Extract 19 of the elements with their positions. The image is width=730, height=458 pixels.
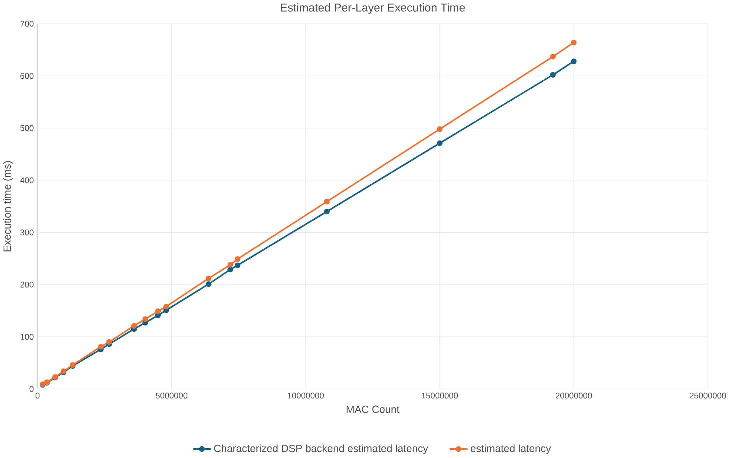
x-axis-title: MAC Count: [346, 406, 400, 414]
y-tick-label: 600: [20, 73, 34, 80]
y-tick-label: 100: [20, 334, 34, 340]
y-tick-label: 400: [20, 178, 34, 184]
y-tick-label: 300: [20, 230, 34, 236]
y-tick-label: 0: [30, 386, 34, 392]
chart-title: Estimated Per-Layer Execution Time: [281, 3, 466, 14]
x-tick-label: 0: [36, 392, 40, 399]
legend-label: Characterized DSP backend estimated latency: [214, 444, 428, 454]
y-tick-label: 700: [20, 21, 34, 27]
legend-label: estimated latency: [470, 444, 552, 454]
y-tick-label: 200: [20, 282, 34, 288]
x-tick-label: 15000000: [422, 392, 458, 399]
x-tick-label: 25000000: [690, 392, 726, 399]
y-axis-title: Execution time (ms): [3, 161, 14, 252]
x-tick-label: 5000000: [156, 392, 188, 399]
x-tick-label: 10000000: [288, 392, 324, 399]
x-tick-label: 20000000: [556, 392, 592, 399]
y-tick-label: 500: [20, 125, 34, 132]
